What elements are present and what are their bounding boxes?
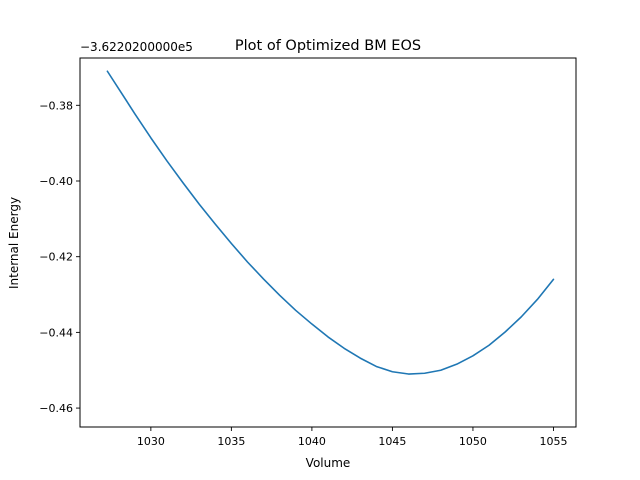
y-tick-label: −0.42 — [39, 251, 73, 264]
x-tick-label: 1035 — [217, 435, 245, 448]
y-offset-label: −3.6220200000e5 — [80, 40, 193, 54]
x-axis-ticks: 1030 1035 1040 1045 1050 1055 — [137, 427, 567, 448]
y-axis-label: Internal Energy — [7, 197, 21, 289]
y-tick-label: −0.46 — [39, 402, 73, 415]
y-tick-label: −0.40 — [39, 175, 73, 188]
x-tick-label: 1050 — [459, 435, 487, 448]
x-tick-label: 1030 — [137, 435, 165, 448]
x-axis-label: Volume — [306, 456, 351, 470]
axes-frame — [79, 57, 577, 428]
y-axis-ticks: −0.38 −0.40 −0.42 −0.44 −0.46 — [39, 99, 80, 415]
x-tick-label: 1040 — [298, 435, 326, 448]
series-line — [106, 70, 555, 375]
x-tick-label: 1055 — [539, 435, 567, 448]
x-tick-label: 1045 — [378, 435, 406, 448]
chart-title: Plot of Optimized BM EOS — [235, 38, 421, 54]
y-tick-label: −0.38 — [39, 99, 73, 112]
y-tick-label: −0.44 — [39, 326, 73, 339]
plot-area — [106, 70, 555, 375]
